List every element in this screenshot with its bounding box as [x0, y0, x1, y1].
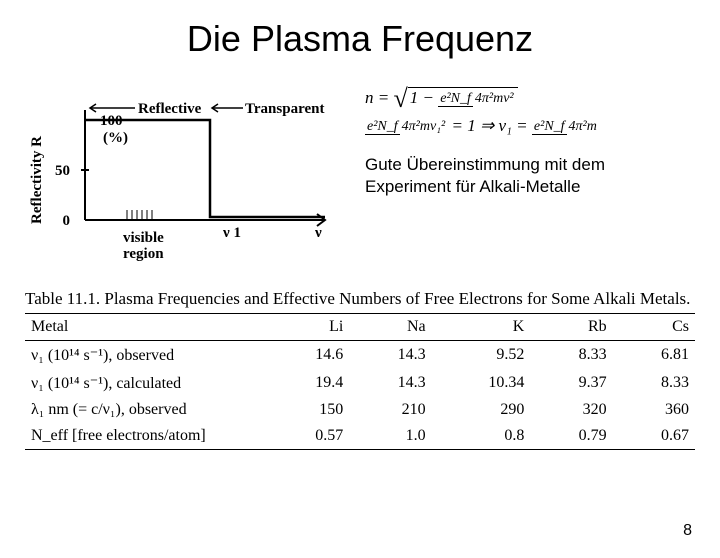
- formula-1: n = √1 − e²N_f4π²mν²: [365, 80, 695, 110]
- page-number: 8: [683, 522, 692, 540]
- page-title: Die Plasma Frequenz: [0, 18, 720, 60]
- y-axis-label: Reflectivity R: [29, 136, 45, 224]
- table-row: ν₁ (10¹⁴ s⁻¹), calculated 19.4 14.3 10.3…: [25, 369, 695, 397]
- col-cs: Cs: [613, 314, 695, 341]
- col-li: Li: [267, 314, 349, 341]
- table-title: Table 11.1. Plasma Frequencies and Effec…: [25, 289, 695, 309]
- col-k: K: [432, 314, 531, 341]
- formula-2: e²N_f4π²mν₁² = 1 ⇒ ν₁ = e²N_f4π²m: [365, 116, 695, 136]
- upper-region: Reflectivity R 100 (%) 50 0 Reflective T…: [0, 80, 720, 265]
- table-header-row: Metal Li Na K Rb Cs: [25, 314, 695, 341]
- ytick-50: 50: [55, 163, 70, 179]
- col-na: Na: [349, 314, 431, 341]
- label-transparent: Transparent: [245, 101, 324, 117]
- col-rb: Rb: [530, 314, 612, 341]
- table-row: λ₁ nm (= c/ν₁), observed 150 210 290 320…: [25, 397, 695, 423]
- label-reflective: Reflective: [138, 101, 202, 117]
- x-label-nu: ν: [314, 225, 322, 241]
- plasma-table: Metal Li Na K Rb Cs ν₁ (10¹⁴ s⁻¹), obser…: [25, 313, 695, 450]
- formula-caption: n = √1 − e²N_f4π²mν² e²N_f4π²mν₁² = 1 ⇒ …: [345, 80, 695, 198]
- col-metal: Metal: [25, 314, 267, 341]
- caption: Gute Übereinstimmung mit dem Experiment …: [365, 154, 695, 198]
- visible-label2: region: [123, 246, 164, 262]
- visible-label1: visible: [123, 230, 164, 246]
- y-unit: (%): [103, 130, 128, 146]
- x-marker: ν 1: [222, 225, 241, 241]
- ytick-0: 0: [63, 213, 71, 229]
- table-row: N_eff [free electrons/atom] 0.57 1.0 0.8…: [25, 423, 695, 450]
- table-area: Table 11.1. Plasma Frequencies and Effec…: [0, 265, 720, 450]
- table-row: ν₁ (10¹⁴ s⁻¹), observed 14.6 14.3 9.52 8…: [25, 341, 695, 370]
- reflectivity-chart: Reflectivity R 100 (%) 50 0 Reflective T…: [25, 80, 345, 265]
